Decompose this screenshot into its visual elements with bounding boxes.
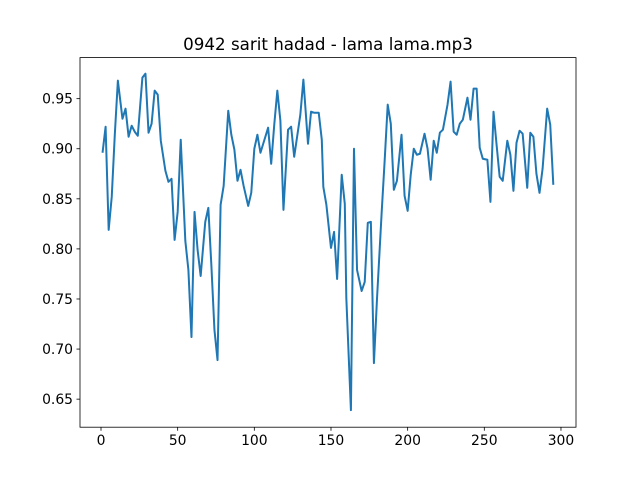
x-tick-label: 100 bbox=[241, 433, 268, 449]
x-tick-label: 0 bbox=[97, 433, 106, 449]
x-tick-label: 50 bbox=[169, 433, 187, 449]
y-tick-label: 0.90 bbox=[42, 142, 73, 158]
y-tick-label: 0.80 bbox=[42, 242, 73, 258]
chart-title: 0942 sarit hadad - lama lama.mp3 bbox=[183, 34, 473, 54]
y-tick-label: 0.85 bbox=[42, 192, 73, 208]
y-tick-label: 0.75 bbox=[42, 292, 73, 308]
y-tick-label: 0.70 bbox=[42, 342, 73, 358]
x-tick-label: 150 bbox=[318, 433, 345, 449]
plot-frame bbox=[79, 57, 577, 428]
y-tick-label: 0.65 bbox=[42, 392, 73, 408]
y-tick-label: 0.95 bbox=[42, 92, 73, 108]
x-tick-label: 200 bbox=[394, 433, 421, 449]
data-line bbox=[101, 72, 555, 412]
x-tick-label: 250 bbox=[471, 433, 498, 449]
x-tick-label: 300 bbox=[548, 433, 575, 449]
